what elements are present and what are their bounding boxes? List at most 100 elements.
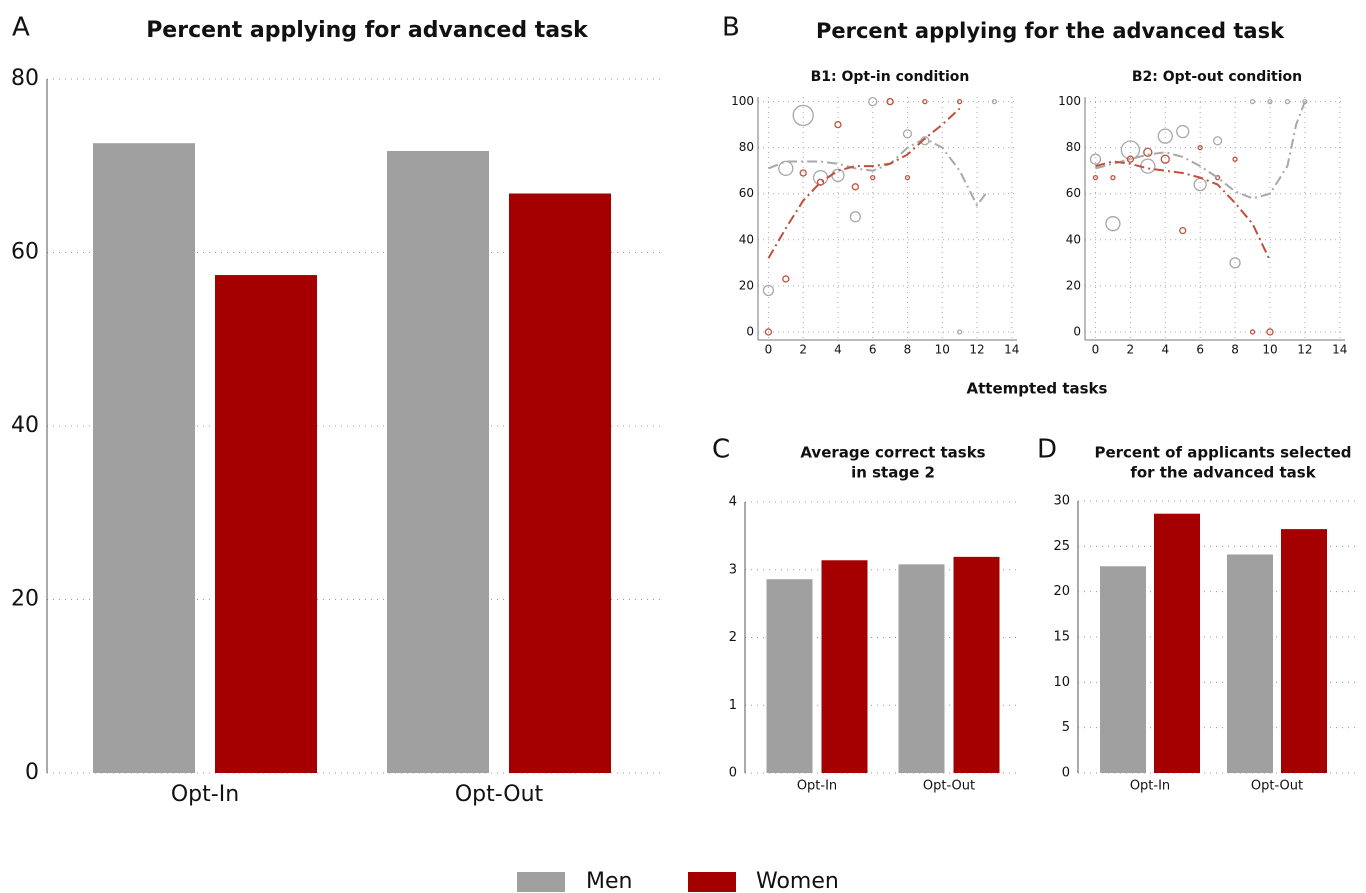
x-tick-label: Opt-Out xyxy=(1251,779,1303,794)
bar xyxy=(898,564,945,773)
y-tick-label: 100 xyxy=(1058,94,1081,108)
fit-line xyxy=(768,137,987,208)
point xyxy=(1229,257,1241,269)
point xyxy=(764,328,773,336)
point xyxy=(1197,145,1203,151)
point xyxy=(782,275,790,283)
point xyxy=(1266,328,1274,336)
point xyxy=(799,169,807,177)
y-tick-label: 80 xyxy=(11,66,39,91)
y-tick-label: 80 xyxy=(1066,140,1081,154)
x-tick-label: 14 xyxy=(1332,343,1347,357)
chart-title: Percent applying for advanced task xyxy=(146,18,589,43)
point xyxy=(1193,177,1207,192)
panel-letter: C xyxy=(712,435,730,465)
chart-title: for the advanced task xyxy=(1130,464,1316,482)
point xyxy=(868,96,878,107)
point xyxy=(886,97,894,106)
legend-swatch xyxy=(688,872,736,892)
point xyxy=(1212,136,1223,146)
y-tick-label: 60 xyxy=(739,186,754,200)
y-tick-label: 10 xyxy=(1053,675,1070,690)
point xyxy=(834,120,842,129)
y-tick-label: 20 xyxy=(1053,584,1070,599)
y-tick-label: 0 xyxy=(729,766,737,781)
y-tick-label: 3 xyxy=(729,562,737,577)
bar xyxy=(766,579,813,773)
y-tick-label: 80 xyxy=(739,140,754,154)
point xyxy=(1092,174,1099,181)
point xyxy=(956,98,963,105)
point xyxy=(1143,147,1153,157)
bar xyxy=(215,275,317,773)
x-tick-label: 8 xyxy=(1231,343,1239,357)
point xyxy=(816,178,825,186)
point xyxy=(1126,155,1135,163)
point xyxy=(1214,174,1221,181)
bar xyxy=(953,556,1000,773)
y-tick-label: 20 xyxy=(1066,278,1081,292)
x-tick-label: Opt-Out xyxy=(455,782,544,807)
y-tick-label: 40 xyxy=(11,413,39,438)
y-tick-label: 40 xyxy=(739,232,754,246)
point xyxy=(792,104,814,127)
bar xyxy=(1100,566,1146,773)
point xyxy=(849,211,861,223)
fit-line xyxy=(1095,160,1271,261)
x-tick-label: Opt-In xyxy=(797,779,837,794)
bar xyxy=(1227,554,1273,773)
y-tick-label: 0 xyxy=(1062,766,1070,781)
x-tick-label: 14 xyxy=(1004,343,1019,357)
bar xyxy=(509,193,611,773)
point xyxy=(902,129,913,139)
point xyxy=(904,174,911,181)
x-tick-label: Opt-In xyxy=(171,782,239,807)
y-tick-label: 4 xyxy=(729,495,737,510)
x-tick-label: 8 xyxy=(904,343,912,357)
bar xyxy=(1281,529,1327,773)
point xyxy=(1160,154,1170,164)
point xyxy=(1176,124,1190,139)
x-tick-label: Opt-In xyxy=(1130,779,1170,794)
point xyxy=(1232,156,1238,162)
y-tick-label: 20 xyxy=(739,278,754,292)
x-tick-label: 2 xyxy=(1127,343,1135,357)
point xyxy=(831,168,845,182)
chart-title: Percent of applicants selected xyxy=(1094,444,1351,462)
y-tick-label: 20 xyxy=(11,587,39,612)
point xyxy=(956,329,963,335)
legend-swatch xyxy=(517,872,565,892)
point xyxy=(870,174,876,181)
point xyxy=(812,169,829,186)
point xyxy=(991,98,998,105)
point xyxy=(1089,153,1102,165)
y-tick-label: 0 xyxy=(746,324,754,338)
point xyxy=(1249,329,1256,335)
x-tick-label: 4 xyxy=(1161,343,1169,357)
y-tick-label: 30 xyxy=(1053,494,1070,509)
panel-letter: D xyxy=(1037,435,1057,465)
point xyxy=(1157,128,1173,144)
y-tick-label: 1 xyxy=(729,698,737,713)
panel-letter: A xyxy=(12,13,30,43)
point xyxy=(1179,226,1187,235)
point xyxy=(1267,98,1273,105)
chart-title: in stage 2 xyxy=(851,464,935,482)
x-tick-label: 4 xyxy=(834,343,842,357)
y-tick-label: 2 xyxy=(729,630,737,645)
point xyxy=(1249,98,1256,105)
bar xyxy=(821,560,868,773)
chart-title: B1: Opt-in condition xyxy=(811,69,970,85)
y-tick-label: 40 xyxy=(1066,232,1081,246)
point xyxy=(1120,140,1141,160)
y-tick-label: 100 xyxy=(731,94,754,108)
x-tick-label: 6 xyxy=(869,343,877,357)
y-tick-label: 15 xyxy=(1053,630,1070,645)
x-axis-label: Attempted tasks xyxy=(967,380,1108,398)
bar xyxy=(93,143,195,773)
x-tick-label: 6 xyxy=(1196,343,1204,357)
point xyxy=(762,284,775,297)
x-tick-label: 2 xyxy=(799,343,807,357)
x-tick-label: 10 xyxy=(935,343,950,357)
